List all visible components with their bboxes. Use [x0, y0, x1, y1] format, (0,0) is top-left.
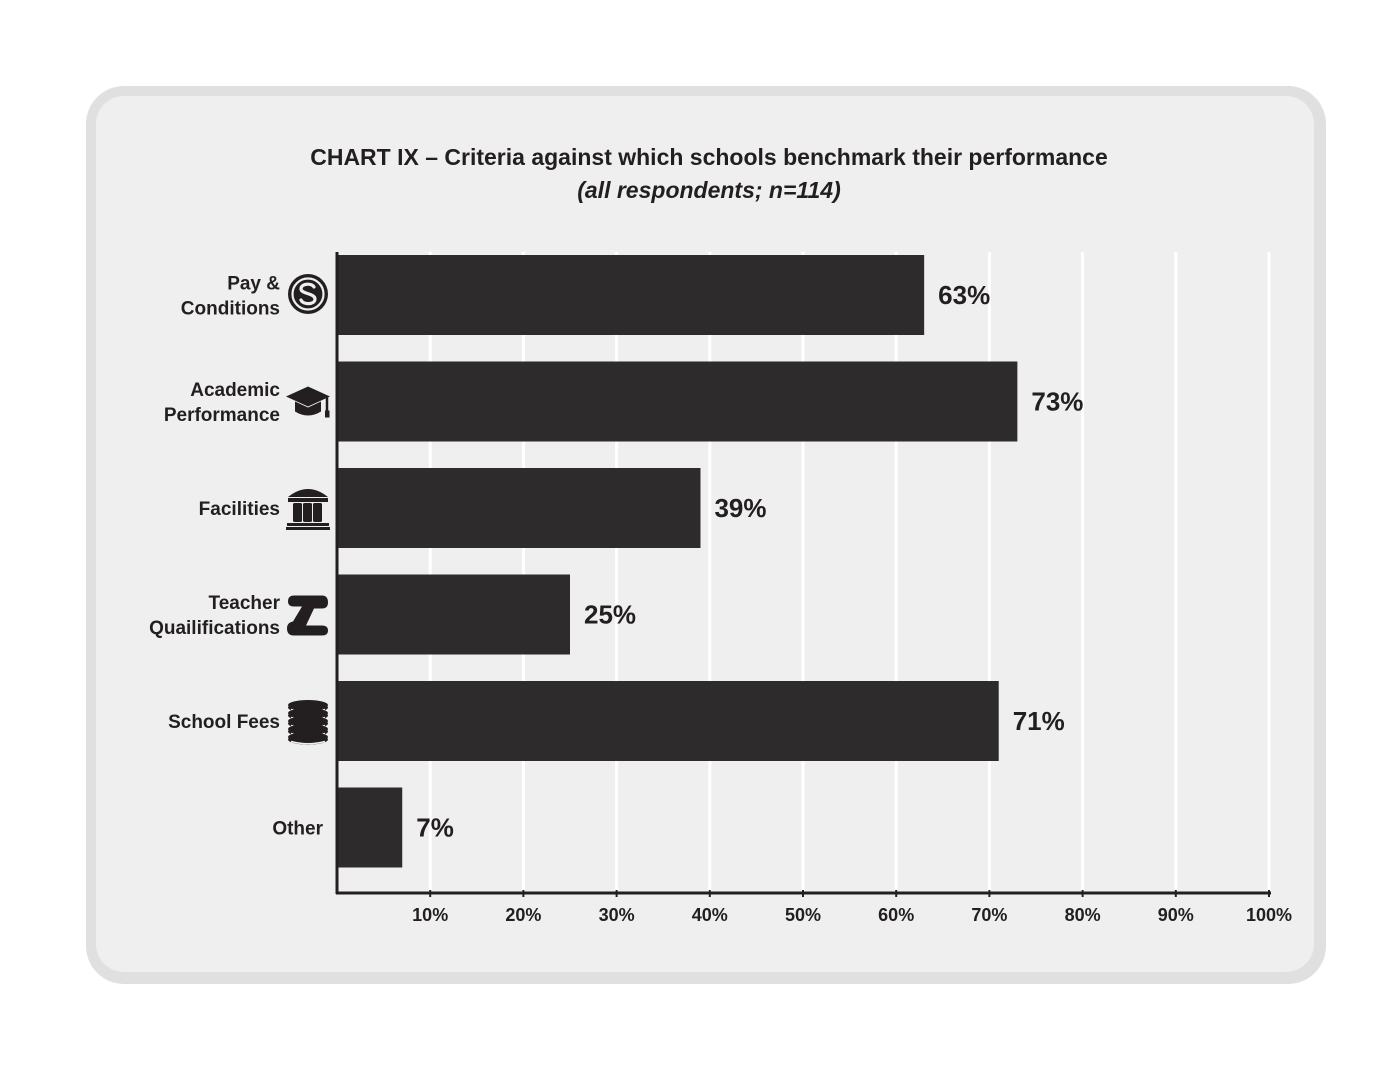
building-icon [286, 489, 330, 530]
category-label: Pay & [227, 274, 280, 295]
gridlines [428, 252, 1271, 893]
bar [337, 681, 999, 761]
chart-panel [96, 96, 1314, 972]
icons [286, 274, 330, 745]
chart-title: CHART IX – Criteria against which school… [310, 144, 1108, 170]
x-tick-label: 50% [785, 905, 821, 925]
bar [337, 361, 1018, 442]
labels: 63% Pay & Conditions 73% Academic Performance… [149, 274, 1083, 843]
bar [337, 255, 925, 335]
category-label: Facilities [199, 499, 280, 520]
x-tick-label: 70% [971, 905, 1007, 925]
data-label: 73% [1031, 387, 1083, 417]
coin-stack-icon [288, 700, 328, 745]
data-label: 71% [1013, 706, 1065, 736]
data-label: 25% [584, 600, 636, 630]
bars [337, 255, 1018, 868]
x-tick-label: 40% [692, 905, 728, 925]
bar [337, 787, 403, 868]
x-tick-label: 60% [878, 905, 914, 925]
dollar-coin-icon [288, 274, 328, 314]
data-label: 39% [714, 493, 766, 523]
x-tick-label: 30% [599, 905, 635, 925]
category-label: School Fees [168, 712, 280, 733]
category-label: Quailifications [149, 618, 280, 639]
category-label: Academic [190, 380, 280, 401]
bar [337, 468, 701, 548]
x-tick-label: 20% [505, 905, 541, 925]
category-label: Other [272, 819, 323, 840]
category-label: Performance [164, 405, 280, 426]
x-tick-label: 80% [1065, 905, 1101, 925]
x-tick-label: 90% [1158, 905, 1194, 925]
chart-subtitle: (all respondents; n=114) [577, 177, 841, 203]
graduation-cap-icon [286, 386, 330, 418]
x-tick-label: 10% [412, 905, 448, 925]
axes: 10% 20% 30% 40% 50% 60% 70% 80% 90% 100% [335, 252, 1292, 925]
data-label: 63% [938, 280, 990, 310]
x-tick-label: 100% [1246, 905, 1292, 925]
bar [337, 574, 570, 655]
data-label: 7% [416, 813, 454, 843]
category-label: Conditions [181, 299, 280, 320]
category-label: Teacher [209, 593, 281, 614]
scroll-icon [287, 595, 328, 636]
